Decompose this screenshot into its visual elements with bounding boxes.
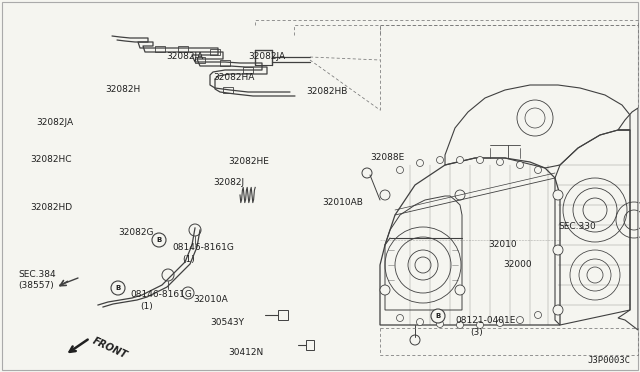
Bar xyxy=(195,57,205,63)
Text: B: B xyxy=(115,285,120,291)
Text: 30412N: 30412N xyxy=(228,348,263,357)
Circle shape xyxy=(380,285,390,295)
Circle shape xyxy=(455,285,465,295)
Text: (3): (3) xyxy=(470,328,483,337)
Text: (38557): (38557) xyxy=(18,281,54,290)
Bar xyxy=(243,67,253,73)
Circle shape xyxy=(152,233,166,247)
Circle shape xyxy=(497,320,504,327)
Text: (1): (1) xyxy=(182,255,195,264)
Text: SEC.384: SEC.384 xyxy=(18,270,56,279)
Text: 32088E: 32088E xyxy=(370,153,404,162)
Text: 32082HC: 32082HC xyxy=(30,155,72,164)
Circle shape xyxy=(111,281,125,295)
Text: B: B xyxy=(156,237,162,243)
Circle shape xyxy=(477,157,483,164)
Bar xyxy=(178,46,188,52)
Text: 32082HA: 32082HA xyxy=(213,73,254,82)
Bar xyxy=(306,340,314,350)
Text: SEC.330: SEC.330 xyxy=(558,222,596,231)
Text: 32010A: 32010A xyxy=(193,295,228,304)
Circle shape xyxy=(456,157,463,164)
Text: 30543Y: 30543Y xyxy=(210,318,244,327)
Circle shape xyxy=(182,287,194,299)
Circle shape xyxy=(189,224,201,236)
Text: 08146-8161G: 08146-8161G xyxy=(172,243,234,252)
Circle shape xyxy=(431,309,445,323)
Circle shape xyxy=(516,317,524,324)
Circle shape xyxy=(417,318,424,326)
Text: 32082HB: 32082HB xyxy=(306,87,348,96)
Text: FRONT: FRONT xyxy=(91,336,129,360)
Bar xyxy=(278,310,288,320)
Text: 32010: 32010 xyxy=(488,240,516,249)
Text: 08146-8161G: 08146-8161G xyxy=(130,290,192,299)
Circle shape xyxy=(362,168,372,178)
Circle shape xyxy=(397,314,403,321)
Text: 32082HD: 32082HD xyxy=(30,203,72,212)
Circle shape xyxy=(516,161,524,169)
Circle shape xyxy=(534,311,541,318)
Circle shape xyxy=(456,321,463,328)
Text: 32082H: 32082H xyxy=(105,85,140,94)
Text: 32082HE: 32082HE xyxy=(228,157,269,166)
Bar xyxy=(223,87,233,93)
Bar xyxy=(155,46,165,52)
Bar xyxy=(210,49,220,55)
Circle shape xyxy=(436,157,444,164)
Text: 08121-0401E: 08121-0401E xyxy=(455,316,515,325)
Circle shape xyxy=(497,158,504,166)
Text: 32082G: 32082G xyxy=(118,228,154,237)
Circle shape xyxy=(477,321,483,328)
Text: 32082JA: 32082JA xyxy=(248,52,285,61)
Text: 32010AB: 32010AB xyxy=(322,198,363,207)
Text: 32082JA: 32082JA xyxy=(36,118,73,127)
Circle shape xyxy=(410,335,420,345)
Text: 32082JA: 32082JA xyxy=(166,52,204,61)
Circle shape xyxy=(436,321,444,327)
Circle shape xyxy=(455,190,465,200)
Circle shape xyxy=(397,167,403,173)
Circle shape xyxy=(380,190,390,200)
Circle shape xyxy=(162,269,174,281)
Circle shape xyxy=(553,245,563,255)
Circle shape xyxy=(534,167,541,173)
Text: (1): (1) xyxy=(140,302,153,311)
Circle shape xyxy=(553,305,563,315)
Text: 32000: 32000 xyxy=(503,260,532,269)
Bar xyxy=(220,60,230,66)
Circle shape xyxy=(553,190,563,200)
Text: B: B xyxy=(435,313,440,319)
Circle shape xyxy=(417,160,424,167)
Text: J3P0003C: J3P0003C xyxy=(587,356,630,365)
Text: 32082J: 32082J xyxy=(213,178,244,187)
